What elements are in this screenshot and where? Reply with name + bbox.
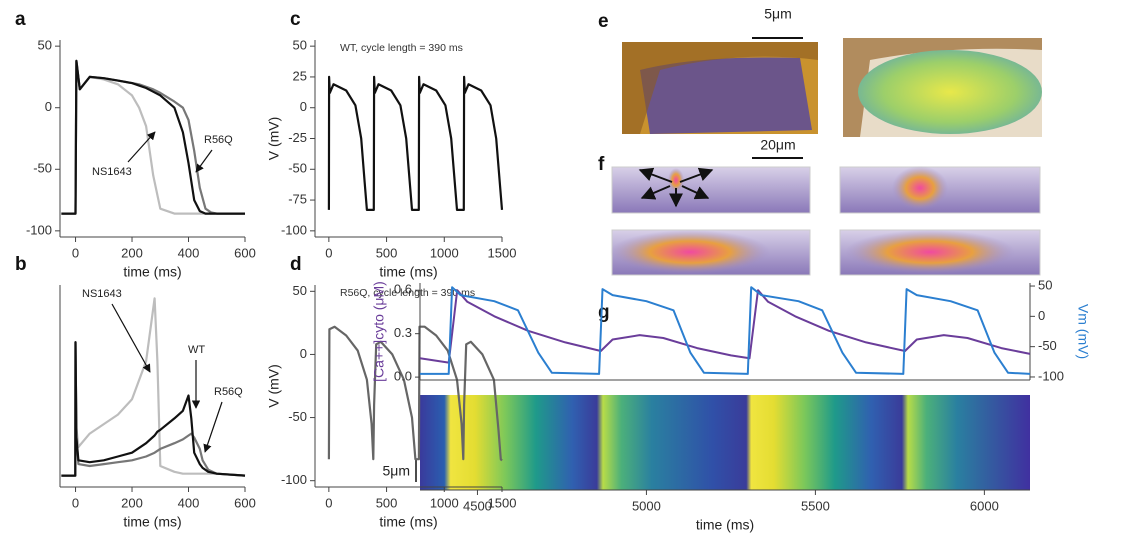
y-axis-label: V (mV) (266, 117, 282, 161)
x-tick-label: 1500 (488, 245, 517, 260)
y-tick-label: 0.3 (394, 325, 412, 340)
series-line (327, 325, 503, 462)
annotation-arrow (127, 131, 156, 163)
x-tick-label: 1000 (430, 245, 459, 260)
heatmap-image (420, 395, 1030, 490)
annotation: R56Q (214, 386, 243, 398)
scale-bar-label: 5μm (764, 6, 792, 22)
image-f-1 (611, 166, 811, 214)
x-axis-label: time (ms) (379, 514, 437, 530)
panel-label: b (15, 254, 27, 275)
y2-axis-label: Vm (mV) (1075, 304, 1091, 359)
image-f-2-spark (892, 166, 948, 210)
x-tick-label: 600 (234, 495, 256, 510)
annotation: NS1643 (92, 166, 132, 178)
x-axis-label: time (ms) (123, 514, 181, 530)
annotation-arrow (195, 149, 213, 173)
series-line (61, 59, 245, 215)
y-tick-label: -50 (33, 161, 52, 176)
x-tick-label: 0 (72, 245, 79, 260)
series-line (61, 341, 246, 477)
y-tick-label: 0 (45, 99, 52, 114)
chart-title: R56Q, cycle length = 390 ms (340, 287, 475, 299)
image-e-right-edge (843, 38, 1042, 137)
y-tick-label: 50 (293, 283, 307, 298)
annotation: R56Q (204, 134, 233, 146)
annotation-arrow (203, 401, 223, 453)
x-tick-label: 500 (376, 245, 398, 260)
x-axis-label: time (ms) (123, 264, 181, 280)
image-f-1-spark (668, 168, 684, 192)
panel-label: f (598, 154, 605, 175)
panel-e-images (622, 37, 1042, 159)
x-tick-label: 4500 (463, 498, 492, 513)
y-tick-label: -50 (288, 409, 307, 424)
y-tick-label: 0 (300, 346, 307, 361)
x-tick-label: 400 (178, 495, 200, 510)
panel-label: a (15, 9, 26, 30)
x-tick-label: 0 (325, 495, 332, 510)
y-tick-label: 0 (300, 99, 307, 114)
y-tick-label: -100 (281, 222, 307, 237)
series-line (61, 341, 246, 477)
x-tick-label: 1500 (488, 495, 517, 510)
annotation: NS1643 (82, 288, 122, 300)
x-tick-label: 5000 (632, 498, 661, 513)
y-tick-label: -75 (288, 192, 307, 207)
y2-tick-label: -100 (1038, 368, 1064, 383)
x-tick-label: 200 (121, 495, 143, 510)
x-axis-label: time (ms) (696, 517, 754, 533)
y-tick-label: 50 (38, 38, 52, 53)
annotation-arrow (111, 303, 151, 373)
y-tick-label: -100 (281, 472, 307, 487)
scale-bar-label: 5μm (382, 463, 410, 479)
y2-tick-label: 50 (1038, 277, 1052, 292)
x-tick-label: 500 (376, 495, 398, 510)
y2-tick-label: 0 (1038, 308, 1045, 323)
y2-tick-label: -50 (1038, 338, 1057, 353)
spread-arrows (638, 167, 714, 208)
y-tick-label: -25 (288, 130, 307, 145)
x-tick-label: 600 (234, 245, 256, 260)
chart-title: WT, cycle length = 390 ms (340, 42, 463, 54)
y-axis-label: [Ca++]cyto (μM) (371, 281, 387, 382)
panel-f-images (610, 166, 1041, 276)
x-tick-label: 200 (121, 245, 143, 260)
x-axis-label: time (ms) (379, 264, 437, 280)
y-tick-label: 25 (293, 68, 307, 83)
x-tick-label: 6000 (970, 498, 999, 513)
panel-label: g (598, 302, 610, 323)
series-line (419, 289, 1031, 364)
image-e-left-edge (622, 42, 818, 134)
image-e-right-core (858, 50, 1042, 134)
image-f-3-spark (610, 230, 770, 274)
y-tick-label: 50 (293, 38, 307, 53)
x-tick-label: 5500 (801, 498, 830, 513)
x-tick-label: 400 (178, 245, 200, 260)
image-f-4-spark (845, 230, 1015, 274)
y-tick-label: 0.0 (394, 369, 412, 384)
y-tick-label: 0.6 (394, 282, 412, 297)
y-axis-label: V (mV) (266, 364, 282, 408)
panel-label: c (290, 9, 301, 30)
scale-bar-label: 20μm (760, 137, 795, 153)
x-tick-label: 0 (325, 245, 332, 260)
image-e-left-core (640, 57, 812, 134)
x-tick-label: 1000 (430, 495, 459, 510)
y-tick-label: -100 (26, 222, 52, 237)
y-tick-label: -50 (288, 161, 307, 176)
series-line (420, 286, 1031, 375)
series-line (327, 75, 504, 211)
panel-label: e (598, 11, 609, 32)
x-tick-label: 0 (72, 495, 79, 510)
panel-label: d (290, 254, 302, 275)
annotation: WT (188, 344, 205, 356)
